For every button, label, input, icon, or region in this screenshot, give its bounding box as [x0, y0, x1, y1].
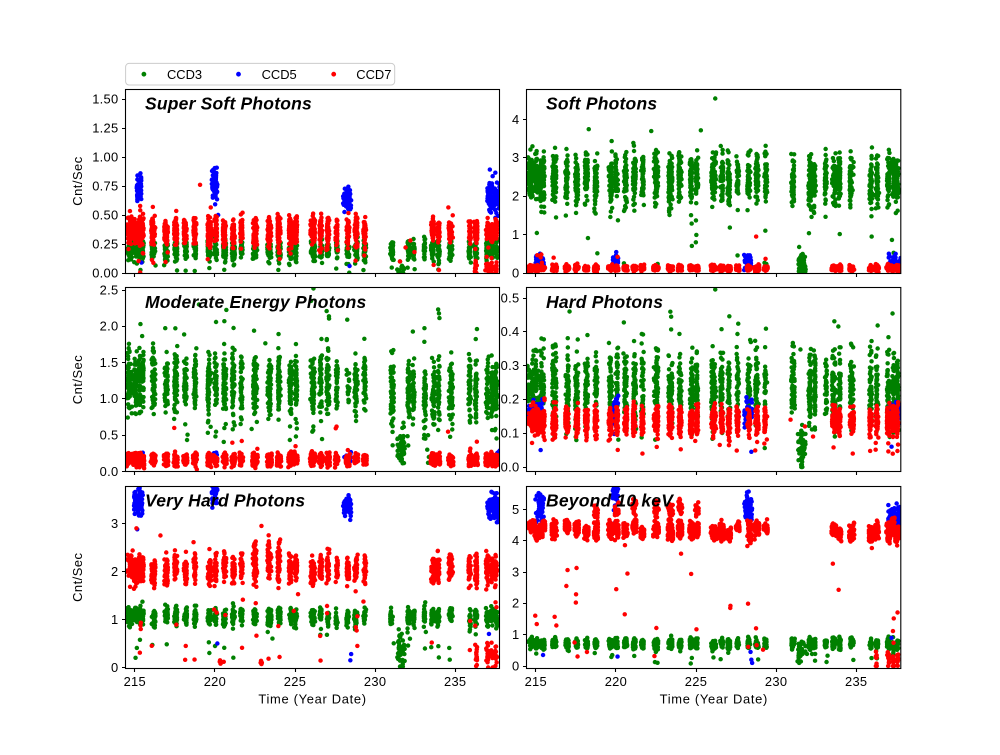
svg-text:1.00: 1.00 — [92, 149, 118, 164]
svg-text:1.0: 1.0 — [100, 391, 119, 406]
svg-text:0.5: 0.5 — [501, 290, 520, 305]
svg-text:0.0: 0.0 — [100, 464, 119, 479]
svg-text:2: 2 — [111, 564, 118, 579]
svg-text:Cnt/Sec: Cnt/Sec — [70, 355, 85, 404]
svg-text:225: 225 — [284, 674, 306, 689]
svg-text:0.2: 0.2 — [501, 392, 520, 407]
svg-text:Hard Photons: Hard Photons — [546, 292, 663, 312]
svg-text:1: 1 — [512, 627, 519, 642]
svg-text:1: 1 — [512, 227, 519, 242]
svg-text:230: 230 — [765, 674, 787, 689]
svg-text:235: 235 — [845, 674, 867, 689]
svg-text:230: 230 — [364, 674, 386, 689]
svg-text:0.5: 0.5 — [100, 428, 119, 443]
svg-text:0.4: 0.4 — [501, 324, 520, 339]
svg-text:215: 215 — [124, 674, 146, 689]
svg-text:0: 0 — [111, 660, 118, 675]
svg-text:235: 235 — [444, 674, 466, 689]
svg-text:3: 3 — [512, 150, 519, 165]
svg-text:1: 1 — [111, 612, 118, 627]
svg-text:3: 3 — [111, 516, 118, 531]
svg-text:Cnt/Sec: Cnt/Sec — [70, 156, 85, 205]
svg-text:CCD3: CCD3 — [167, 67, 202, 82]
svg-text:Moderate Energy Photons: Moderate Energy Photons — [145, 292, 367, 312]
svg-text:0.0: 0.0 — [501, 459, 520, 474]
svg-text:Beyond 10 keV: Beyond 10 keV — [546, 491, 674, 511]
svg-text:1.50: 1.50 — [92, 91, 118, 106]
svg-text:2.5: 2.5 — [100, 282, 119, 297]
svg-text:0.3: 0.3 — [501, 358, 520, 373]
svg-text:Time (Year Date): Time (Year Date) — [258, 692, 366, 707]
svg-text:220: 220 — [605, 674, 627, 689]
svg-text:2: 2 — [512, 596, 519, 611]
svg-text:0.50: 0.50 — [92, 207, 118, 222]
svg-text:CCD7: CCD7 — [356, 67, 391, 82]
svg-text:CCD5: CCD5 — [262, 67, 297, 82]
svg-text:0: 0 — [512, 265, 519, 280]
svg-text:0.75: 0.75 — [92, 178, 118, 193]
svg-text:Super Soft Photons: Super Soft Photons — [145, 94, 312, 114]
svg-text:2: 2 — [512, 189, 519, 204]
svg-text:2.0: 2.0 — [100, 319, 119, 334]
svg-text:3: 3 — [512, 564, 519, 579]
svg-text:Very Hard Photons: Very Hard Photons — [145, 491, 305, 511]
svg-text:0.00: 0.00 — [92, 265, 118, 280]
svg-text:4: 4 — [512, 533, 519, 548]
svg-text:Time (Year Date): Time (Year Date) — [660, 692, 768, 707]
svg-text:220: 220 — [204, 674, 226, 689]
svg-text:Cnt/Sec: Cnt/Sec — [70, 552, 85, 601]
svg-text:0.25: 0.25 — [92, 236, 118, 251]
svg-text:1.25: 1.25 — [92, 120, 118, 135]
svg-text:0: 0 — [512, 658, 519, 673]
svg-text:Soft Photons: Soft Photons — [546, 94, 657, 114]
svg-text:225: 225 — [685, 674, 707, 689]
svg-text:0.1: 0.1 — [501, 426, 520, 441]
svg-text:1.5: 1.5 — [100, 355, 119, 370]
svg-text:5: 5 — [512, 502, 519, 517]
svg-text:215: 215 — [525, 674, 547, 689]
svg-text:4: 4 — [512, 112, 519, 127]
